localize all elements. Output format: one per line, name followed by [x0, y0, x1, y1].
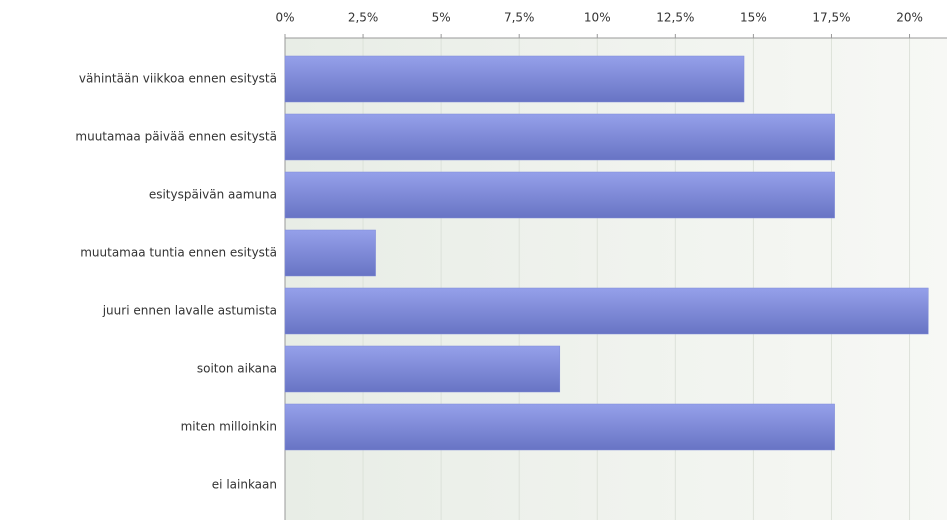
bar [284, 287, 929, 335]
bar [284, 55, 745, 103]
y-tick-label: miten milloinkin [181, 420, 277, 434]
x-tick-label: 15% [740, 11, 767, 25]
x-tick-label: 5% [432, 11, 451, 25]
x-tick-label: 10% [584, 11, 611, 25]
bar [284, 229, 376, 277]
x-tick-label: 0% [275, 11, 294, 25]
bar [284, 171, 835, 219]
x-tick-label: 12,5% [656, 11, 694, 25]
x-tick-label: 17,5% [812, 11, 850, 25]
bar [284, 403, 835, 451]
x-tick-label: 7,5% [504, 11, 535, 25]
x-tick-label: 20% [896, 11, 923, 25]
bar [284, 113, 835, 161]
y-tick-label: esityspäivän aamuna [149, 188, 277, 202]
y-tick-label: soiton aikana [197, 362, 277, 376]
y-tick-label: ei lainkaan [212, 478, 277, 492]
y-tick-label: muutamaa tuntia ennen esitystä [80, 246, 277, 260]
y-tick-label: juuri ennen lavalle astumista [102, 304, 277, 318]
x-tick-label: 2,5% [348, 11, 379, 25]
y-tick-label: muutamaa päivää ennen esitystä [75, 130, 277, 144]
y-tick-label: vähintään viikkoa ennen esitystä [79, 72, 277, 86]
bar [284, 345, 561, 393]
